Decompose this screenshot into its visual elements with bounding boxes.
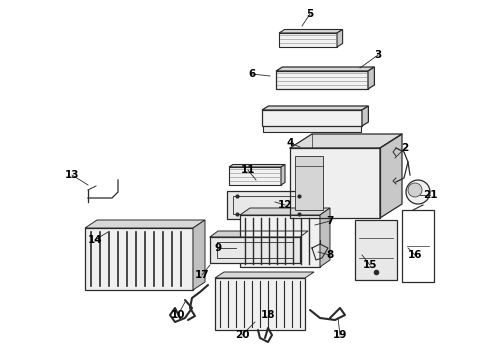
Text: 8: 8: [326, 250, 334, 260]
Bar: [210, 237, 300, 263]
Circle shape: [408, 183, 422, 197]
Polygon shape: [380, 134, 402, 218]
Polygon shape: [281, 165, 285, 185]
Bar: [240, 215, 320, 267]
Bar: [276, 71, 368, 89]
Bar: [233, 196, 303, 214]
Text: 7: 7: [326, 216, 334, 226]
Text: 14: 14: [88, 235, 102, 245]
Text: 18: 18: [261, 310, 275, 320]
Text: 3: 3: [374, 50, 382, 60]
Text: 6: 6: [248, 69, 256, 79]
Bar: [355, 220, 397, 280]
Polygon shape: [368, 67, 374, 89]
Text: 16: 16: [408, 250, 422, 260]
Text: 13: 13: [65, 170, 79, 180]
Bar: [263, 124, 361, 132]
Polygon shape: [276, 67, 374, 71]
Text: 10: 10: [171, 310, 185, 320]
Bar: [279, 33, 337, 47]
Text: 15: 15: [363, 260, 377, 270]
Bar: [229, 167, 281, 185]
Polygon shape: [320, 208, 330, 267]
Text: 9: 9: [215, 243, 221, 253]
Text: 19: 19: [333, 330, 347, 340]
Polygon shape: [240, 208, 330, 215]
Polygon shape: [290, 148, 380, 218]
Polygon shape: [85, 220, 205, 228]
Text: 11: 11: [241, 165, 255, 175]
Bar: [402, 210, 434, 282]
Circle shape: [406, 180, 430, 204]
Text: 21: 21: [423, 190, 437, 200]
Polygon shape: [362, 106, 368, 126]
Text: 5: 5: [306, 9, 314, 19]
Bar: [215, 278, 305, 330]
Text: 2: 2: [401, 143, 409, 153]
Text: 4: 4: [286, 138, 294, 148]
Polygon shape: [262, 106, 368, 110]
Polygon shape: [279, 30, 343, 33]
Bar: [85, 228, 193, 290]
Polygon shape: [290, 134, 402, 148]
Polygon shape: [193, 220, 205, 290]
Bar: [262, 110, 362, 126]
Polygon shape: [210, 231, 308, 237]
Polygon shape: [337, 30, 343, 47]
Text: 20: 20: [235, 330, 249, 340]
Bar: [295, 156, 323, 210]
Text: 17: 17: [195, 270, 209, 280]
Bar: [217, 242, 293, 258]
Polygon shape: [229, 165, 285, 167]
Polygon shape: [215, 272, 314, 278]
Text: 12: 12: [278, 200, 292, 210]
Bar: [227, 191, 309, 219]
